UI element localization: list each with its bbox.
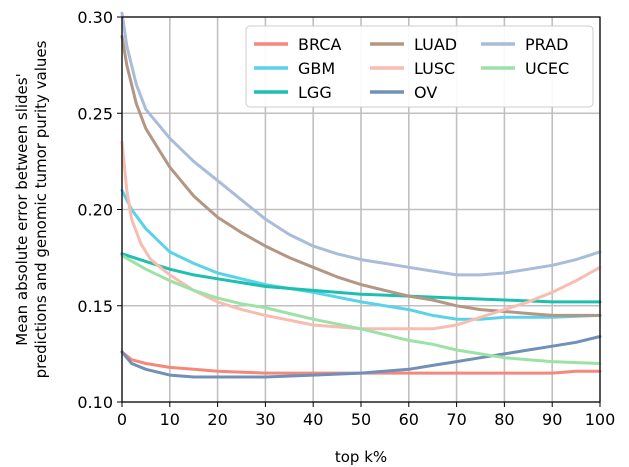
- x-tick-label: 100: [585, 410, 616, 429]
- x-tick-label: 60: [399, 410, 419, 429]
- series-line-ucec: [120, 254, 602, 365]
- x-tick-label: 50: [351, 410, 371, 429]
- x-tick-label: 0: [117, 410, 127, 429]
- legend-label-lusc: LUSC: [414, 59, 455, 78]
- legend-box: [245, 25, 594, 108]
- x-tick-label: 80: [494, 410, 514, 429]
- x-tick-label: 40: [303, 410, 323, 429]
- y-tick-label: 0.25: [77, 104, 113, 123]
- series-line-lusc: [120, 140, 602, 331]
- legend-label-ov: OV: [414, 83, 437, 102]
- x-tick-label: 70: [446, 410, 466, 429]
- x-axis-label: top k%: [335, 448, 387, 466]
- y-tick-label: 0.10: [77, 393, 113, 412]
- legend-label-lgg: LGG: [298, 83, 332, 102]
- series-line-luad: [120, 34, 602, 317]
- x-tick-label: 20: [207, 410, 227, 429]
- x-tick-label: 10: [160, 410, 180, 429]
- y-axis-label-line-2: predictions and genomic tumor purity val…: [32, 40, 50, 378]
- y-axis: 0.10 0.15 0.20 0.25 0.30: [77, 8, 122, 412]
- y-tick-label: 0.15: [77, 297, 113, 316]
- series-line-gbm: [120, 188, 602, 321]
- y-tick-label: 0.30: [77, 8, 113, 27]
- legend-label-ucec: UCEC: [525, 59, 569, 78]
- series-line-ov: [120, 335, 602, 379]
- x-tick-label: 90: [542, 410, 562, 429]
- series-line-brca: [120, 350, 602, 375]
- y-tick-label: 0.20: [77, 201, 113, 220]
- series-line-prad: [120, 11, 602, 277]
- legend: BRCA LUAD PRAD GBM LUSC UCEC LGG OV: [245, 25, 594, 108]
- y-axis-label-line-1: Mean absolute error between slides': [13, 73, 31, 345]
- series-line-lgg: [120, 252, 602, 304]
- legend-label-gbm: GBM: [298, 59, 335, 78]
- x-tick-label: 30: [255, 410, 275, 429]
- series-lines: [120, 11, 602, 379]
- x-axis: 0 10 20 30 40 50 60 70 80 90 100: [117, 402, 615, 429]
- legend-label-luad: LUAD: [414, 35, 457, 54]
- legend-label-prad: PRAD: [525, 35, 568, 54]
- legend-label-brca: BRCA: [298, 35, 341, 54]
